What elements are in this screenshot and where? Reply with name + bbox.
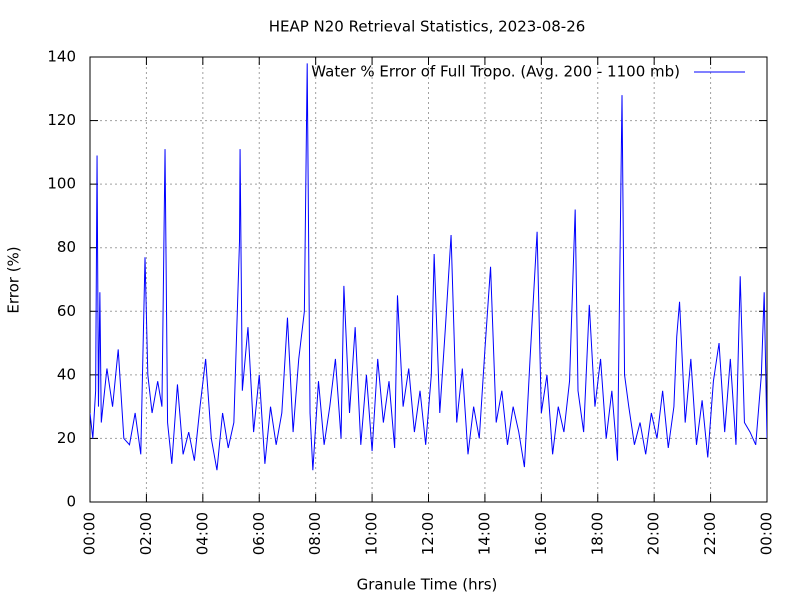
legend-label: Water % Error of Full Tropo. (Avg. 200 -… [311,63,680,81]
y-axis-label: Error (%) [5,246,23,313]
x-tick-label: 00:00 [81,512,99,555]
x-tick-label: 08:00 [306,512,324,555]
data-line [90,63,767,471]
y-tick-label: 40 [57,365,76,383]
y-tick-label: 0 [66,493,76,511]
y-tick-label: 100 [47,175,76,193]
x-tick-label: 10:00 [363,512,381,555]
y-tick-label: 60 [57,302,76,320]
x-tick-label: 22:00 [701,512,719,555]
y-tick-label: 20 [57,429,76,447]
x-tick-label: 12:00 [419,512,437,555]
x-axis-label: Granule Time (hrs) [357,576,498,594]
y-tick-label: 80 [57,238,76,256]
x-tick-label: 02:00 [137,512,155,555]
x-tick-label: 14:00 [475,512,493,555]
x-tick-label: 20:00 [645,512,663,555]
plot-frame [89,56,768,503]
chart-title: HEAP N20 Retrieval Statistics, 2023-08-2… [269,18,586,36]
x-tick-label: 16:00 [532,512,550,555]
x-tick-label: 18:00 [588,512,606,555]
x-tick-label: 04:00 [193,512,211,555]
x-tick-label: 00:00 [758,512,776,555]
x-tick-label: 06:00 [250,512,268,555]
y-tick-label: 120 [47,111,76,129]
y-tick-label: 140 [47,48,76,66]
